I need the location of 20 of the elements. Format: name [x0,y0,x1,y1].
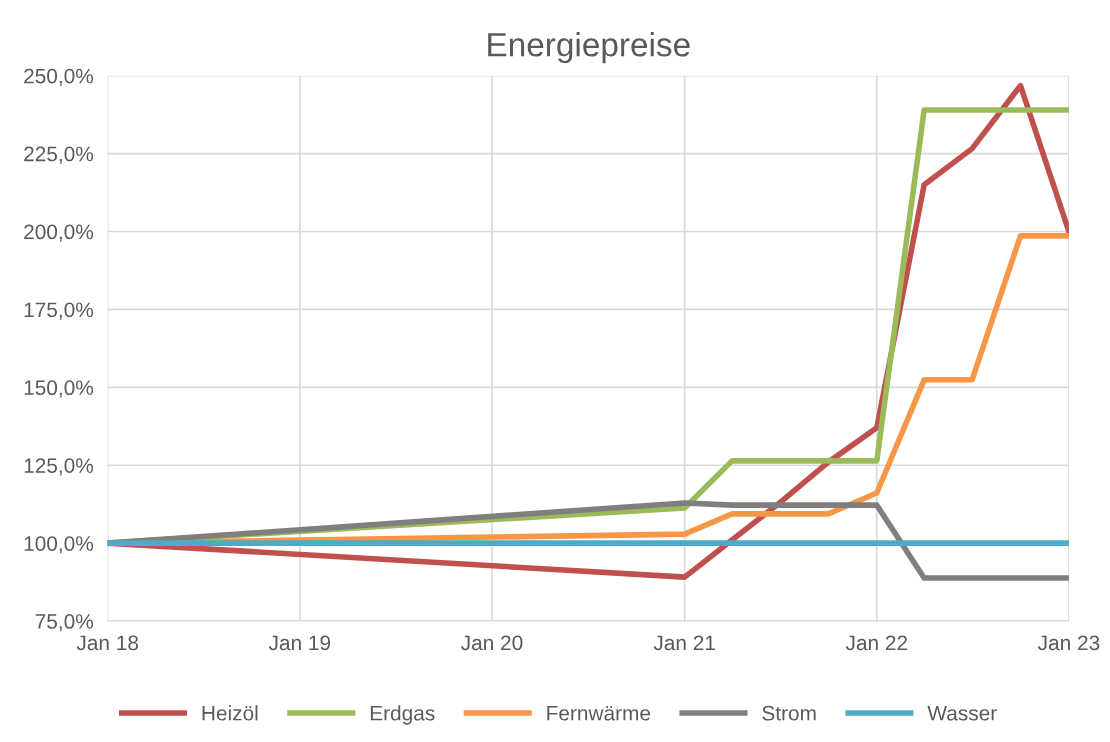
y-tick-label: 100,0% [24,536,94,554]
y-tick-label: 175,0% [24,302,94,320]
x-tick-label: Jan 18 [76,635,139,651]
legend-label: Fernwärme [547,706,651,721]
y-tick-label: 200,0% [24,224,94,242]
y-tick-label: 150,0% [24,380,94,398]
legend-label: Heizöl [202,705,258,721]
x-tick-label: Jan 21 [653,635,715,651]
chart-title: Energiepreise [488,32,690,64]
legend-label: Wasser [927,706,997,721]
legend-label: Strom [762,705,816,721]
y-tick-label: 125,0% [24,458,94,476]
x-tick-label: Jan 19 [268,635,331,651]
x-tick-label: Jan 23 [1037,635,1100,651]
y-tick-label: 75,0% [35,614,94,632]
x-tick-label: Jan 20 [461,635,523,651]
y-tick-label: 250,0% [24,68,94,86]
x-tick-label: Jan 22 [845,635,908,651]
legend-label: Erdgas [370,705,435,725]
y-tick-label: 225,0% [24,146,94,164]
